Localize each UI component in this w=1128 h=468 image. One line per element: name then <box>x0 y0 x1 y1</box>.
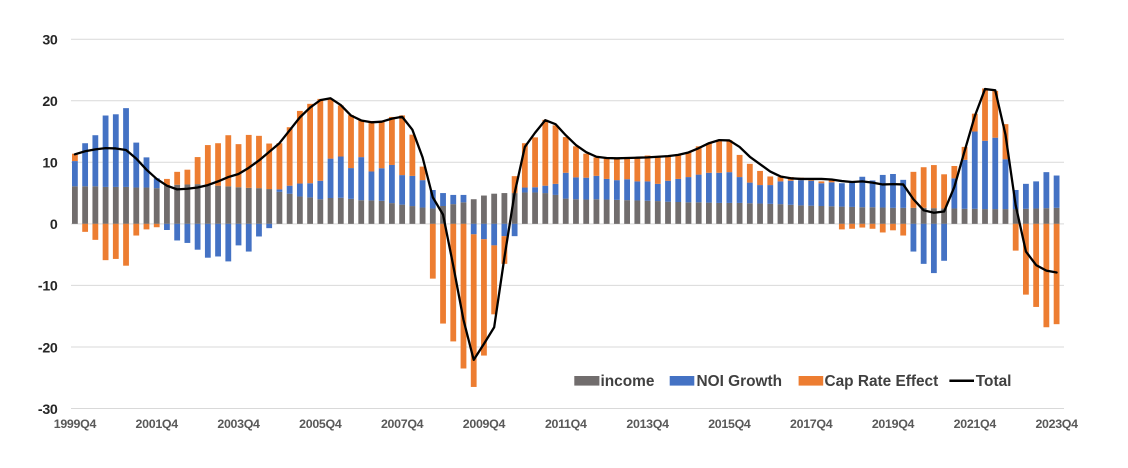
svg-text:2011Q4: 2011Q4 <box>545 417 587 431</box>
svg-text:2015Q4: 2015Q4 <box>708 417 751 431</box>
svg-text:2001Q4: 2001Q4 <box>136 417 179 431</box>
svg-text:2023Q4: 2023Q4 <box>1035 417 1078 431</box>
svg-text:2013Q4: 2013Q4 <box>626 417 669 431</box>
svg-text:2005Q4: 2005Q4 <box>299 417 342 431</box>
svg-text:income: income <box>601 373 655 390</box>
svg-text:30: 30 <box>42 33 58 49</box>
svg-text:-20: -20 <box>38 340 58 356</box>
svg-text:Cap Rate Effect: Cap Rate Effect <box>825 373 939 390</box>
svg-text:2017Q4: 2017Q4 <box>790 417 833 431</box>
svg-text:NOI Growth: NOI Growth <box>697 373 783 390</box>
svg-text:2021Q4: 2021Q4 <box>954 417 997 431</box>
svg-text:2009Q4: 2009Q4 <box>463 417 506 431</box>
svg-text:2019Q4: 2019Q4 <box>872 417 915 431</box>
svg-text:-30: -30 <box>38 402 58 418</box>
svg-text:-10: -10 <box>38 279 58 295</box>
svg-text:1999Q4: 1999Q4 <box>54 417 97 431</box>
svg-text:2003Q4: 2003Q4 <box>217 417 260 431</box>
svg-text:10: 10 <box>42 156 58 172</box>
svg-text:Total: Total <box>976 373 1012 390</box>
svg-text:20: 20 <box>42 94 58 110</box>
svg-text:2007Q4: 2007Q4 <box>381 417 424 431</box>
svg-text:0: 0 <box>50 217 58 233</box>
